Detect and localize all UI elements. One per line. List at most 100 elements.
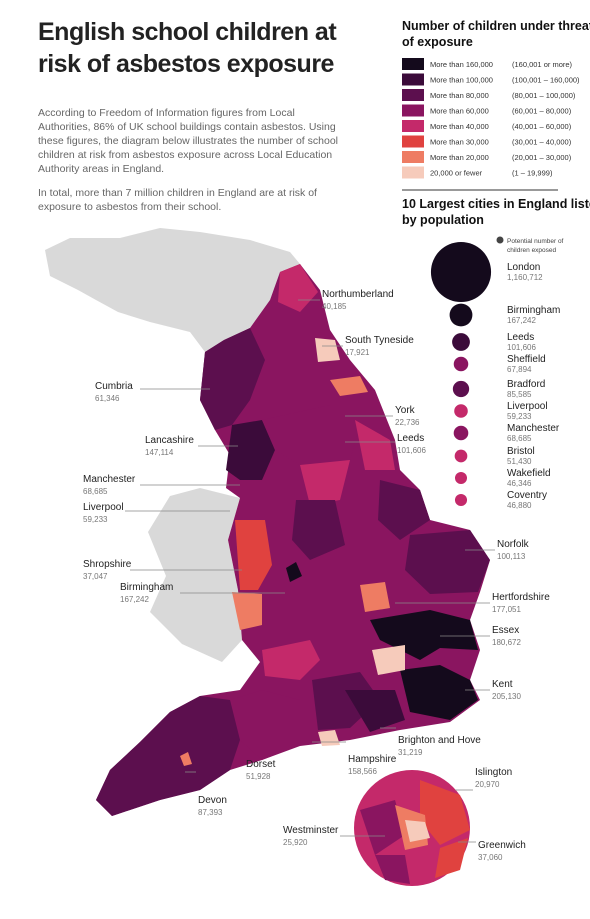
legend-label: More than 160,000 xyxy=(430,60,493,69)
map-label: Devon xyxy=(198,795,227,806)
city-name: London xyxy=(507,262,540,273)
city-value: 167,242 xyxy=(507,316,536,325)
map-value: 100,113 xyxy=(497,552,526,561)
city-value: 46,880 xyxy=(507,501,532,510)
map-value: 180,672 xyxy=(492,638,521,647)
city-name: Leeds xyxy=(507,332,534,343)
map-label: Islington xyxy=(475,767,512,778)
region xyxy=(372,645,405,675)
legend-swatch xyxy=(402,73,424,86)
region xyxy=(232,592,262,630)
region xyxy=(405,530,490,594)
region xyxy=(226,420,275,480)
legend-range: (160,001 or more) xyxy=(512,60,573,69)
map-value: 158,566 xyxy=(348,767,377,776)
legend-swatch xyxy=(402,151,424,163)
region xyxy=(230,690,300,760)
map-label: Liverpool xyxy=(83,502,124,513)
region xyxy=(375,855,410,884)
map-value: 87,393 xyxy=(198,808,223,817)
legend-label: 20,000 or fewer xyxy=(430,169,483,178)
map-value: 25,920 xyxy=(283,838,308,847)
legend-title: of exposure xyxy=(402,35,473,49)
legend-range: (1 – 19,999) xyxy=(512,169,553,178)
city-name: Coventry xyxy=(507,490,547,501)
map-value: 51,928 xyxy=(246,772,271,781)
map-label: Lancashire xyxy=(145,435,194,446)
city-name: Birmingham xyxy=(507,305,560,316)
map-label: Greenwich xyxy=(478,840,526,851)
scotland xyxy=(45,228,300,352)
map-label: Hampshire xyxy=(348,754,397,765)
map-value: 147,114 xyxy=(145,448,174,457)
legend-swatch xyxy=(402,104,424,117)
region xyxy=(235,520,272,590)
map-value: 59,233 xyxy=(83,515,108,524)
map-label: Brighton and Hove xyxy=(398,735,481,746)
map-value: 40,185 xyxy=(322,302,347,311)
map-label: Hertfordshire xyxy=(492,592,550,603)
region xyxy=(378,480,430,540)
map-value: 20,970 xyxy=(475,780,500,789)
map-label: Westminster xyxy=(283,825,339,836)
city-name: Bristol xyxy=(507,446,535,457)
cities-note: Potential number of xyxy=(507,238,564,245)
city-value: 46,346 xyxy=(507,479,532,488)
city-bubble xyxy=(453,356,469,372)
region xyxy=(405,820,430,842)
region xyxy=(345,690,405,732)
region xyxy=(180,752,192,766)
city-bubble xyxy=(454,449,468,463)
city-bubble xyxy=(449,303,473,327)
legend-label: More than 30,000 xyxy=(430,138,489,147)
legend-range: (80,001 – 100,000) xyxy=(512,91,576,100)
intro-text: According to Freedom of Information figu… xyxy=(38,107,338,175)
map-label: Northumberland xyxy=(322,289,394,300)
city-value: 59,233 xyxy=(507,412,532,421)
region xyxy=(286,562,302,582)
map-label: Cumbria xyxy=(95,381,133,392)
map-value: 31,219 xyxy=(398,748,423,757)
note-dot xyxy=(496,236,504,244)
city-bubble xyxy=(453,425,469,441)
map-label: Kent xyxy=(492,679,513,690)
legend-range: (30,001 – 40,000) xyxy=(512,138,572,147)
legend-label: More than 40,000 xyxy=(430,122,489,131)
map-label: Manchester xyxy=(83,474,136,485)
map-label: Leeds xyxy=(397,433,424,444)
map-value: 17,921 xyxy=(345,348,370,357)
city-value: 1,160,712 xyxy=(507,273,543,282)
region xyxy=(292,500,345,560)
map-label: Shropshire xyxy=(83,559,132,570)
region xyxy=(96,696,240,816)
city-bubble xyxy=(454,404,468,418)
city-bubble xyxy=(430,241,492,303)
map-label: Birmingham xyxy=(120,582,173,593)
region xyxy=(330,376,368,396)
region xyxy=(400,665,478,720)
city-bubble xyxy=(452,380,470,398)
legend-swatch xyxy=(402,166,424,179)
map-value: 61,346 xyxy=(95,394,120,403)
map-value: 22,736 xyxy=(395,418,420,427)
city-bubble xyxy=(454,471,468,485)
region xyxy=(360,582,390,612)
map-value: 68,685 xyxy=(83,487,108,496)
city-value: 51,430 xyxy=(507,457,532,466)
legend-label: More than 20,000 xyxy=(430,153,489,162)
region xyxy=(355,420,395,470)
legend-swatch xyxy=(402,120,424,132)
region xyxy=(200,328,265,430)
map-label: Norfolk xyxy=(497,539,530,550)
legend-swatch xyxy=(402,89,424,101)
map-value: 101,606 xyxy=(397,446,426,455)
legend-range: (40,001 – 60,000) xyxy=(512,122,572,131)
region xyxy=(420,780,470,845)
map-value: 37,060 xyxy=(478,853,503,862)
legend-swatch xyxy=(402,58,424,70)
legend-label: More than 100,000 xyxy=(430,76,493,85)
city-name: Liverpool xyxy=(507,401,548,412)
city-name: Manchester xyxy=(507,423,560,434)
region xyxy=(262,640,320,680)
